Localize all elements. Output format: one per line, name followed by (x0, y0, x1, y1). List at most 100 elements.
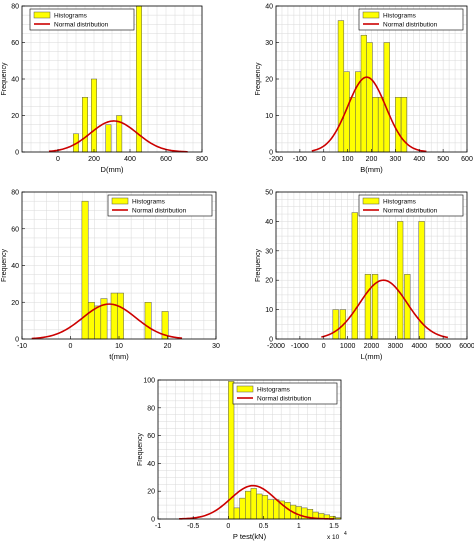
y-tick-label: 20 (11, 300, 19, 307)
legend-label-histogram: Histograms (257, 387, 291, 394)
legend: Histograms Normal distribution (107, 194, 213, 217)
x-axis-label: t(mm) (109, 352, 129, 361)
histogram-bar (87, 302, 95, 340)
chart-L: -2000 -1000 0 1000 2000 3000 4000 5000 6000 0 10 20… (255, 190, 474, 362)
x-tick-label: 500 (437, 156, 449, 163)
y-axis-label: Frequency (137, 432, 144, 466)
y-tick-label: 10 (265, 307, 273, 314)
histogram-bar (351, 212, 358, 340)
legend-swatch-histogram (362, 11, 380, 19)
chart-P: -1 -0.5 0 0.5 1 1.5 0 20 40 60 80 100 P test(kN) Freq… (137, 378, 347, 542)
histogram-bar (261, 495, 269, 520)
legend-box (358, 8, 464, 31)
legend: Histograms Normal distribution (358, 194, 464, 217)
y-tick-label: 40 (11, 263, 19, 270)
normal-curve (48, 120, 188, 153)
legend-label-normal: Normal distribution (257, 396, 312, 403)
y-tick-label: 30 (265, 248, 273, 255)
legend-box (107, 194, 213, 217)
legend-swatch-histogram (362, 197, 380, 205)
x-tick-label: 600 (160, 156, 172, 163)
x-tick-label: 400 (413, 156, 425, 163)
histogram-bar (395, 97, 402, 153)
normal-curve (321, 279, 449, 339)
legend-label-normal: Normal distribution (54, 22, 109, 29)
x-tick-label: -1 (155, 523, 161, 530)
x-tick-label: 30 (212, 343, 220, 350)
y-tick-label: 80 (11, 190, 19, 197)
histogram-bar (117, 292, 124, 340)
y-tick-label: 80 (11, 4, 19, 11)
normal-curve (179, 484, 334, 520)
legend-label-histogram: Histograms (383, 13, 417, 20)
x-multiplier-label: x 10 (327, 534, 340, 541)
x-axis-label: P test(kN) (233, 532, 267, 541)
x-tick-label: 0 (56, 156, 60, 163)
y-tick-label: 60 (11, 40, 19, 47)
y-tick-label: 20 (147, 489, 155, 496)
legend-box (29, 8, 135, 31)
histogram-bar (349, 97, 356, 153)
x-tick-label: 20 (164, 343, 172, 350)
x-multiplier-exponent: 4 (344, 531, 347, 537)
y-tick-label: 30 (265, 40, 273, 47)
x-axis-label: B(mm) (360, 165, 383, 174)
histogram-bar (377, 97, 385, 153)
chart-D: 0 200 400 600 800 0 20 40 60 80 D(mm) Frequency Hist… (1, 4, 208, 175)
legend-box (358, 194, 464, 217)
y-tick-label: 80 (147, 405, 155, 412)
x-tick-label: 200 (366, 156, 378, 163)
y-tick-label: 0 (15, 150, 19, 157)
histogram-bar (239, 497, 246, 520)
y-tick-label: 0 (269, 150, 273, 157)
normal-curve (31, 303, 183, 340)
x-tick-label: 0 (322, 156, 326, 163)
chart-t: -10 0 10 20 30020406080t(mm)FrequencyHistogr… (1, 190, 220, 362)
y-axis-label: Frequency (255, 248, 262, 282)
histogram-bar (364, 274, 372, 340)
legend: Histograms Normal distribution (232, 382, 338, 405)
y-axis-label: Frequency (255, 62, 262, 96)
y-tick-label: 0 (151, 517, 155, 524)
y-tick-label: 50 (265, 190, 273, 197)
histogram-bar (245, 490, 252, 520)
y-tick-label: 20 (265, 278, 273, 285)
x-tick-label: -1000 (291, 343, 309, 350)
y-axis-label: Frequency (1, 248, 8, 282)
x-tick-label: 600 (461, 156, 473, 163)
histogram-bar (397, 221, 404, 340)
x-axis-label: L(mm) (361, 352, 383, 361)
histogram-bar (360, 34, 367, 153)
legend-swatch-histogram (33, 11, 51, 19)
histogram-bar (273, 499, 280, 520)
axes-frame (157, 379, 342, 520)
histogram-bar (144, 302, 152, 340)
y-tick-label: 10 (265, 113, 273, 120)
x-tick-label: 5000 (435, 343, 451, 350)
x-tick-label: 200 (88, 156, 100, 163)
y-axis-label: Frequency (1, 62, 8, 96)
histogram-bar (82, 97, 88, 153)
histogram-bar (372, 97, 379, 153)
x-tick-label: 0 (69, 343, 73, 350)
legend: Histograms Normal distribution (29, 8, 135, 31)
x-tick-label: 300 (390, 156, 402, 163)
x-tick-label: 1000 (340, 343, 356, 350)
y-tick-label: 0 (269, 337, 273, 344)
x-tick-label: 2000 (364, 343, 380, 350)
x-tick-label: 1.5 (329, 523, 339, 530)
y-tick-label: 40 (265, 4, 273, 11)
x-tick-label: 400 (124, 156, 136, 163)
x-tick-label: 1 (297, 523, 301, 530)
x-tick-label: 0 (226, 523, 230, 530)
x-tick-label: -100 (293, 156, 307, 163)
x-tick-label: 0 (322, 343, 326, 350)
x-tick-label: 6000 (459, 343, 474, 350)
y-tick-label: 60 (147, 433, 155, 440)
y-tick-label: 0 (15, 337, 19, 344)
y-tick-label: 40 (265, 219, 273, 226)
x-tick-label: 10 (115, 343, 123, 350)
x-tick-label: 3000 (388, 343, 404, 350)
x-tick-label: -200 (269, 156, 283, 163)
legend-box (232, 382, 338, 405)
